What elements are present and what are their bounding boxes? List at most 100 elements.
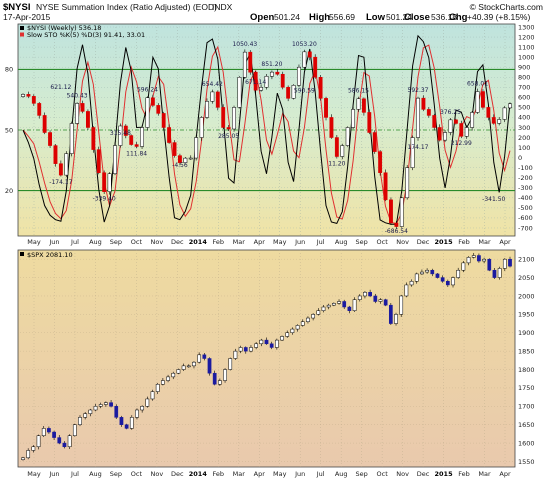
data-label: 851.20 [261, 61, 282, 68]
candle-up [145, 97, 150, 128]
candle-down [394, 222, 399, 227]
x-tick-label: Mar [233, 470, 246, 478]
x-tick-label: Nov [151, 238, 164, 246]
x-tick-label: Dec [171, 238, 184, 246]
candle-up [378, 299, 383, 302]
x-tick-label: Nov [396, 238, 409, 246]
candle-up [88, 409, 93, 414]
candle-up [197, 354, 202, 363]
spx-panel [17, 249, 516, 468]
candle-up [482, 258, 486, 262]
x-tick-label: Oct [131, 470, 143, 478]
y-tick-label: 1300 [518, 23, 535, 31]
candle-up [466, 257, 471, 264]
data-label: 592.37 [408, 87, 429, 94]
candle-down [435, 273, 440, 278]
candle-down [264, 339, 269, 345]
candle-down [248, 51, 253, 73]
candle-up [218, 380, 222, 385]
candle-down [432, 115, 437, 128]
x-tick-label: Mar [478, 470, 491, 478]
y-tick-label: 1750 [518, 384, 535, 392]
ohlc-close-value: 536.18 [431, 12, 457, 22]
stoch-legend: Slow STO %K(5) %D(3) 91.41, 33.01 [27, 31, 145, 39]
candle-up [107, 173, 112, 192]
candle-up [242, 51, 247, 78]
candle-up [228, 358, 233, 370]
x-tick-label: Aug [335, 470, 348, 478]
candle-down [161, 113, 166, 128]
candle-up [176, 369, 181, 374]
candle-up [93, 406, 98, 411]
x-tick-label: Dec [171, 470, 184, 478]
candle-down [129, 135, 134, 145]
candle-up [72, 424, 77, 436]
candle-up [21, 94, 25, 97]
y-tick-label: 100 [518, 144, 530, 152]
candle-up [302, 51, 307, 68]
y-tick-label: 600 [518, 94, 530, 102]
candle-up [194, 137, 199, 159]
x-tick-label: Jul [316, 470, 325, 478]
candle-up [192, 361, 196, 367]
candle-down [453, 119, 458, 124]
data-label: 654.42 [202, 81, 223, 88]
x-tick-label: Oct [377, 238, 389, 246]
candle-down [286, 87, 291, 99]
candle-up [31, 446, 36, 451]
ohlc-high-value: 556.69 [329, 12, 355, 22]
candle-up [345, 127, 350, 146]
candle-up [171, 372, 176, 378]
candle-up [232, 107, 236, 130]
candle-down [52, 431, 56, 438]
candle-up [67, 435, 72, 448]
candle-down [280, 73, 285, 88]
candle-up [311, 314, 315, 319]
candle-up [223, 369, 227, 381]
data-label: 586.15 [348, 88, 369, 95]
x-tick-label: Jun [294, 238, 305, 246]
candle-up [357, 295, 362, 300]
y-tick-label: -200 [518, 174, 533, 182]
x-tick-label: Apr [254, 470, 266, 478]
x-tick-label: Sep [110, 238, 122, 246]
y-tick-label: 1800 [518, 366, 535, 374]
candle-down [42, 115, 47, 133]
candle-up [409, 281, 414, 286]
candle-down [226, 127, 231, 130]
x-tick-label: Aug [335, 238, 348, 246]
candle-up [316, 310, 321, 315]
candle-up [36, 435, 41, 448]
candle-up [497, 119, 502, 124]
nysi-grid [18, 24, 515, 236]
y-tick-label: 2000 [518, 292, 535, 300]
candle-down [62, 442, 67, 448]
candle-up [69, 123, 74, 154]
stoch-legend-swatch [20, 32, 24, 37]
x-tick-label: Nov [151, 470, 164, 478]
ohlc-high-label: High [309, 12, 330, 23]
ohlc-low-label: Low [366, 12, 386, 23]
data-label: 174.17 [408, 144, 429, 151]
ohlc-open-label: Open [250, 12, 274, 23]
candle-down [508, 258, 512, 267]
candle-up [425, 269, 429, 273]
y-tick-label: 1950 [518, 311, 535, 319]
x-tick-label: Nov [396, 470, 409, 478]
candle-up [254, 343, 258, 348]
candle-up [502, 107, 507, 120]
candle-up [285, 332, 290, 337]
candle-up [394, 314, 398, 324]
candle-up [399, 295, 404, 315]
data-label: 376.25 [440, 109, 461, 116]
data-label: 658.01 [467, 81, 488, 88]
candle-down [207, 358, 212, 374]
candle-down [119, 417, 124, 425]
candle-up [26, 450, 31, 459]
candle-up [340, 145, 345, 157]
candle-down [487, 258, 492, 271]
candle-up [237, 77, 242, 108]
x-tick-label: Apr [499, 238, 511, 246]
y-tick-label: 900 [518, 64, 530, 72]
